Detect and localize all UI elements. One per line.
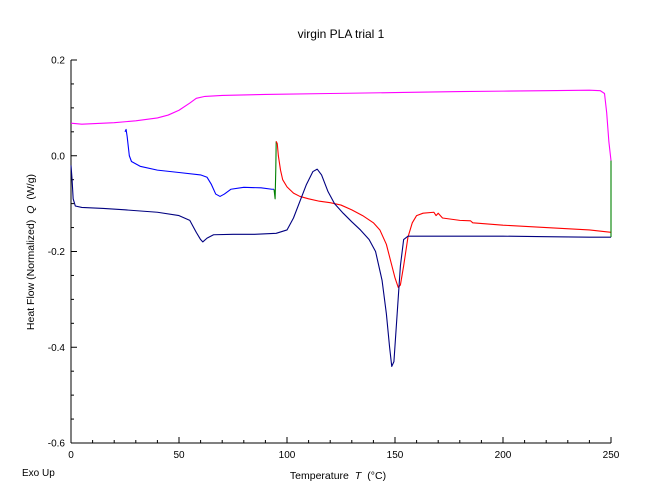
y-tick-labels: -0.6 -0.4 -0.2 0.0 0.2 <box>48 56 66 450</box>
x-tick-label: 250 <box>603 450 620 461</box>
series-line-3 <box>273 141 277 200</box>
y-axis-title: Heat Flow (Normalized) Q (W/g) <box>25 174 37 330</box>
series-line-2 <box>124 128 275 197</box>
series-line-1 <box>70 89 612 161</box>
x-tick-label: 150 <box>387 450 404 461</box>
plot-area <box>70 60 611 444</box>
x-tick-labels: 0 50 100 150 200 250 <box>68 450 620 461</box>
y-tick-label: -0.4 <box>48 343 66 354</box>
y-tick-label: -0.6 <box>48 439 66 450</box>
y-tick-label: 0.2 <box>51 56 65 67</box>
y-axis-unit: (W/g) <box>25 174 37 200</box>
x-axis-symbol: T <box>355 470 363 482</box>
x-tick-label: 200 <box>495 450 512 461</box>
x-tick-label: 100 <box>279 450 296 461</box>
x-tick-label: 0 <box>68 450 74 461</box>
chart-title: virgin PLA trial 1 <box>298 27 385 41</box>
series-line-4 <box>275 141 612 288</box>
y-axis-symbol: Q <box>25 206 37 214</box>
y-tick-label: -0.2 <box>48 247 66 258</box>
series-line-5 <box>70 165 611 367</box>
y-tick-label: 0.0 <box>51 151 65 162</box>
exo-up-label: Exo Up <box>22 468 55 479</box>
series-layer <box>70 89 612 367</box>
x-axis-title: Temperature T (°C) <box>290 470 386 482</box>
x-axis-label: Temperature <box>290 470 349 482</box>
axis-ticks <box>70 59 612 444</box>
x-tick-label: 50 <box>173 450 185 461</box>
y-axis-label: Heat Flow (Normalized) <box>25 220 37 330</box>
x-axis-unit: (°C) <box>367 470 386 482</box>
